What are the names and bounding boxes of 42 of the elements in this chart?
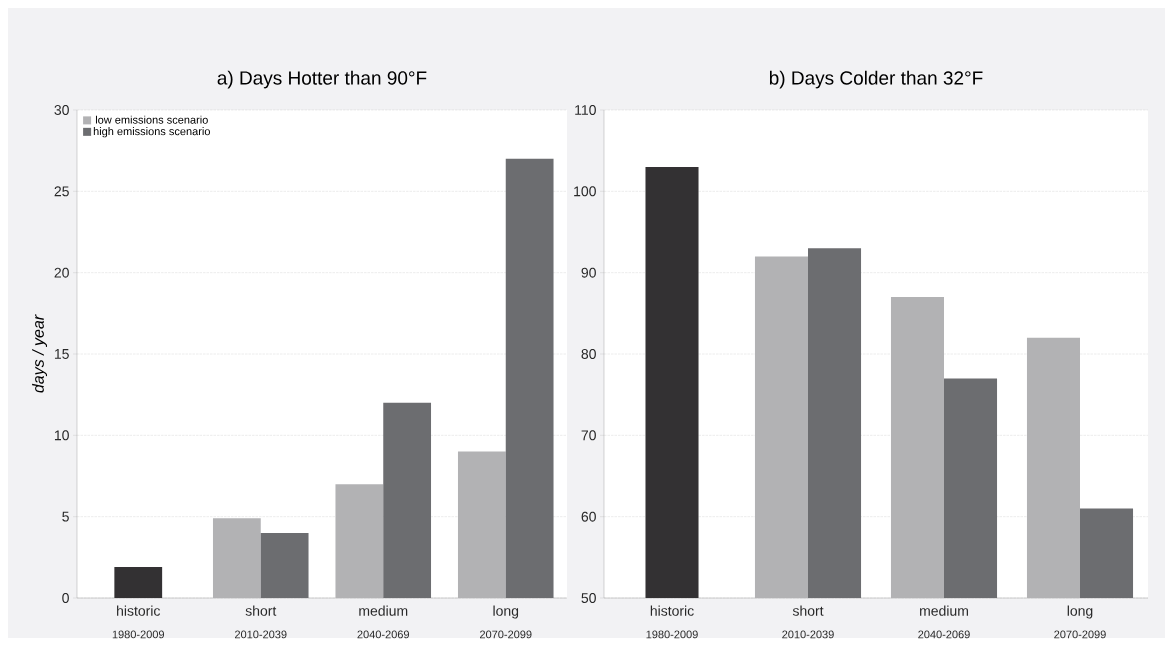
text: 2070-2099	[480, 630, 532, 639]
text: 2010-2039	[235, 630, 287, 639]
chart-title: a) Days Hotter than 90°F	[217, 70, 427, 89]
y-tick-label: 25	[54, 186, 69, 197]
bar	[260, 532, 309, 598]
text: 2040-2069	[357, 630, 410, 639]
x-tick-label: long	[1067, 605, 1093, 619]
x-tick-label: short	[792, 605, 824, 616]
y-tick-label: 80	[581, 349, 596, 359]
bar	[457, 451, 506, 598]
y-tick-label: 100	[574, 186, 596, 197]
legend-label: high emissions scenario	[93, 127, 210, 138]
y-tick-label: 15	[54, 349, 69, 359]
x-tick-label: historic	[650, 605, 694, 616]
y-axis-title: days / year	[32, 314, 48, 393]
bar	[335, 484, 384, 598]
x-tick-label: short	[245, 605, 277, 616]
y-tick-label: 30	[54, 105, 69, 115]
y-tick-label: 70	[581, 430, 596, 441]
x-tick-label: medium	[359, 605, 408, 616]
y-tick-label: 90	[581, 267, 596, 278]
y-tick-label: 10	[54, 430, 69, 441]
text: 2010-2039	[782, 630, 834, 639]
text: 1980-2009	[112, 630, 165, 639]
legend-label: low emissions scenario	[95, 115, 208, 124]
text: 2070-2099	[1054, 630, 1106, 639]
bar	[505, 158, 554, 598]
y-tick-label: 110	[575, 105, 596, 115]
bar	[212, 518, 261, 598]
chart-title: b) Days Colder than 32°F	[769, 70, 983, 89]
y-tick-label: 0	[62, 593, 69, 603]
y-tick-label: 50	[581, 593, 596, 603]
bar	[114, 567, 163, 598]
y-tick-label: 60	[581, 511, 596, 522]
y-tick-label: 20	[54, 267, 69, 278]
x-tick-label: medium	[920, 605, 968, 616]
y-tick-label: 5	[62, 511, 69, 522]
x-tick-label: historic	[117, 605, 161, 616]
x-tick-label: long	[493, 605, 519, 619]
text: 1980-2009	[646, 630, 698, 639]
bar	[383, 402, 432, 598]
text: 2040-2069	[918, 630, 970, 639]
